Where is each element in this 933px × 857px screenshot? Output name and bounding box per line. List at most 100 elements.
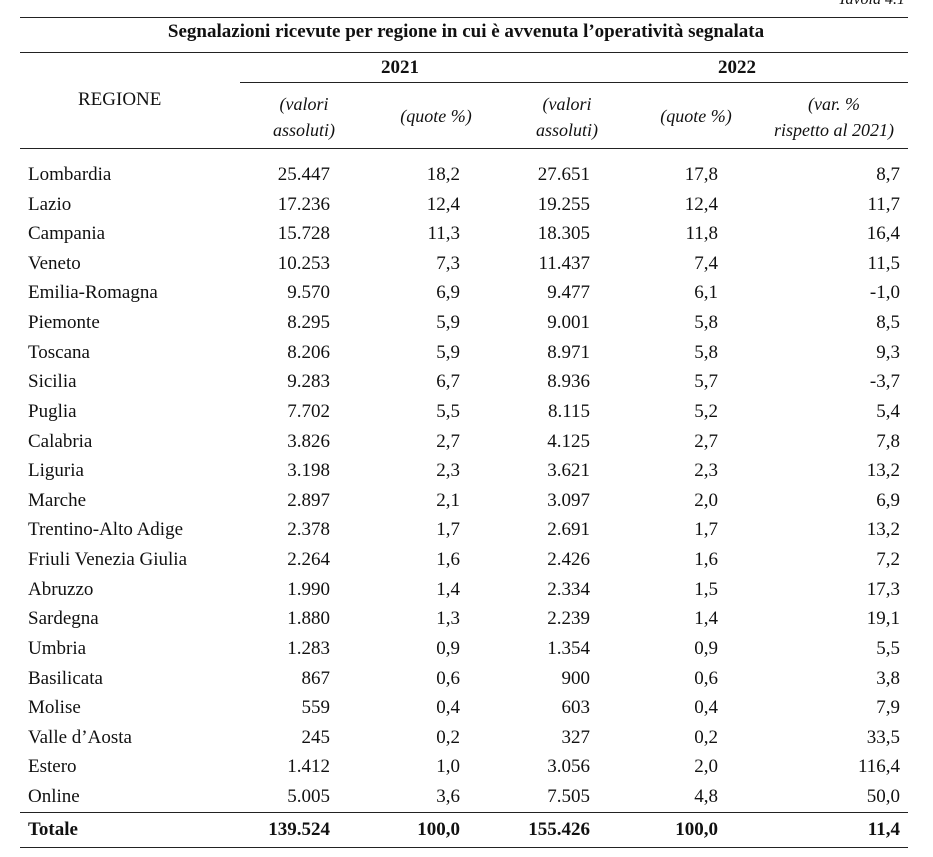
table-cell: 5,7 (694, 371, 718, 393)
table-cell: 0,9 (436, 637, 460, 659)
table-cell: -1,0 (869, 282, 900, 304)
table-cell: 5,8 (694, 312, 718, 334)
table-cell: 1,4 (436, 578, 460, 600)
table-cell: 3.198 (287, 460, 330, 482)
corner-label: Tavola 4.1 (838, 0, 905, 12)
table-cell: 155.426 (528, 819, 590, 840)
table-cell: 1,3 (436, 608, 460, 630)
table-cell: 1.990 (287, 578, 330, 600)
region-name: Lombardia (28, 164, 112, 185)
region-name: Veneto (28, 252, 81, 274)
table-cell: 116,4 (857, 756, 900, 778)
table-cell: 7,9 (876, 697, 900, 719)
region-name: Abruzzo (28, 578, 94, 600)
table-cell: 3.826 (287, 430, 330, 452)
region-name: Molise (28, 697, 81, 719)
table-cell: 8.971 (547, 341, 590, 363)
column-subheader: (valori (542, 94, 592, 114)
table-cell: 4.125 (547, 430, 590, 452)
column-subheader: (quote %) (660, 106, 732, 126)
table-cell: 0,6 (436, 667, 460, 689)
table-cell: 16,4 (866, 223, 900, 245)
table-cell: 6,9 (436, 282, 460, 304)
region-name: Umbria (28, 637, 87, 659)
table-cell: 3,8 (876, 667, 900, 689)
region-name: Campania (28, 223, 106, 245)
table-cell: 10.253 (277, 252, 330, 274)
rule (20, 52, 908, 53)
table-cell: 0,6 (694, 667, 718, 689)
table-cell: 1.880 (287, 608, 330, 630)
table-cell: 327 (561, 726, 591, 748)
region-name: Friuli Venezia Giulia (28, 549, 188, 571)
column-subheader: assoluti) (535, 120, 599, 140)
rule (20, 847, 908, 848)
column-subheader: (valori (279, 94, 329, 114)
table-cell: 3.097 (547, 489, 590, 511)
region-name: Marche (28, 489, 87, 511)
region-name: Sicilia (28, 371, 77, 393)
table-cell: 5,9 (436, 312, 460, 334)
table-cell: 19,1 (866, 608, 900, 630)
column-subheader: rispetto al 2021) (774, 120, 894, 140)
table-cell: 18,2 (426, 164, 460, 185)
table-cell: 7.505 (547, 786, 590, 808)
table-cell: 27.651 (537, 164, 590, 185)
table-cell: 9.477 (547, 282, 590, 304)
table-cell: 9.001 (547, 312, 590, 334)
table-cell: 8.115 (547, 400, 590, 422)
rule (20, 812, 908, 813)
table-cell: 8.206 (287, 341, 330, 363)
table-cell: 18.305 (537, 223, 590, 245)
rule (240, 82, 908, 83)
table-cell: 2,3 (436, 460, 460, 482)
table-cell: 13,2 (866, 519, 900, 541)
table-cell: 25.447 (277, 164, 330, 185)
table-cell: 559 (301, 697, 331, 719)
region-name: Calabria (28, 430, 93, 452)
region-name: Trentino-Alto Adige (28, 519, 183, 541)
table-cell: 5,5 (876, 637, 900, 659)
table-cell: 7,2 (876, 549, 900, 571)
region-name: Basilicata (28, 667, 103, 689)
table-cell: 5,8 (694, 341, 718, 363)
region-name: Sardegna (28, 608, 99, 630)
table-cell: 8,7 (876, 164, 900, 185)
table-cell: 3.621 (547, 460, 590, 482)
table-cell: 13,2 (866, 460, 900, 482)
table-cell: 8,5 (876, 312, 900, 334)
table-cell: 5,9 (436, 341, 460, 363)
table-cell: 7,4 (694, 252, 718, 274)
year-header: 2021 (381, 57, 419, 78)
table-cell: 12,4 (684, 193, 718, 215)
table-cell: 17,3 (866, 578, 900, 600)
table-cell: 2.897 (287, 489, 330, 511)
region-name: Liguria (28, 460, 84, 482)
table-cell: 7,3 (436, 252, 460, 274)
table-cell: -3,7 (869, 371, 900, 393)
region-name: Lazio (28, 193, 72, 215)
table-cell: 11,3 (427, 223, 460, 245)
table-cell: 603 (561, 697, 591, 719)
table-cell: 100,0 (417, 819, 460, 840)
region-name: Toscana (28, 341, 90, 363)
table-cell: 7.702 (287, 400, 330, 422)
region-name: Emilia-Romagna (28, 282, 158, 304)
table-cell: 0,9 (694, 637, 718, 659)
table-cell: 11,7 (867, 193, 900, 215)
table-cell: 5,5 (436, 400, 460, 422)
table-cell: 1,6 (436, 549, 460, 571)
table-cell: 1.354 (547, 637, 590, 659)
table-cell: 33,5 (866, 726, 900, 748)
table-cell: 11.437 (538, 252, 590, 274)
region-name: Valle d’Aosta (28, 726, 132, 748)
table-cell: 11,4 (867, 819, 900, 840)
table-cell: 1,7 (436, 519, 460, 541)
table-cell: 9.570 (287, 282, 330, 304)
table-cell: 1,5 (694, 578, 718, 600)
table-cell: 6,1 (694, 282, 718, 304)
table-cell: 7,8 (876, 430, 900, 452)
region-name: Online (28, 786, 80, 808)
table-cell: 6,7 (436, 371, 460, 393)
